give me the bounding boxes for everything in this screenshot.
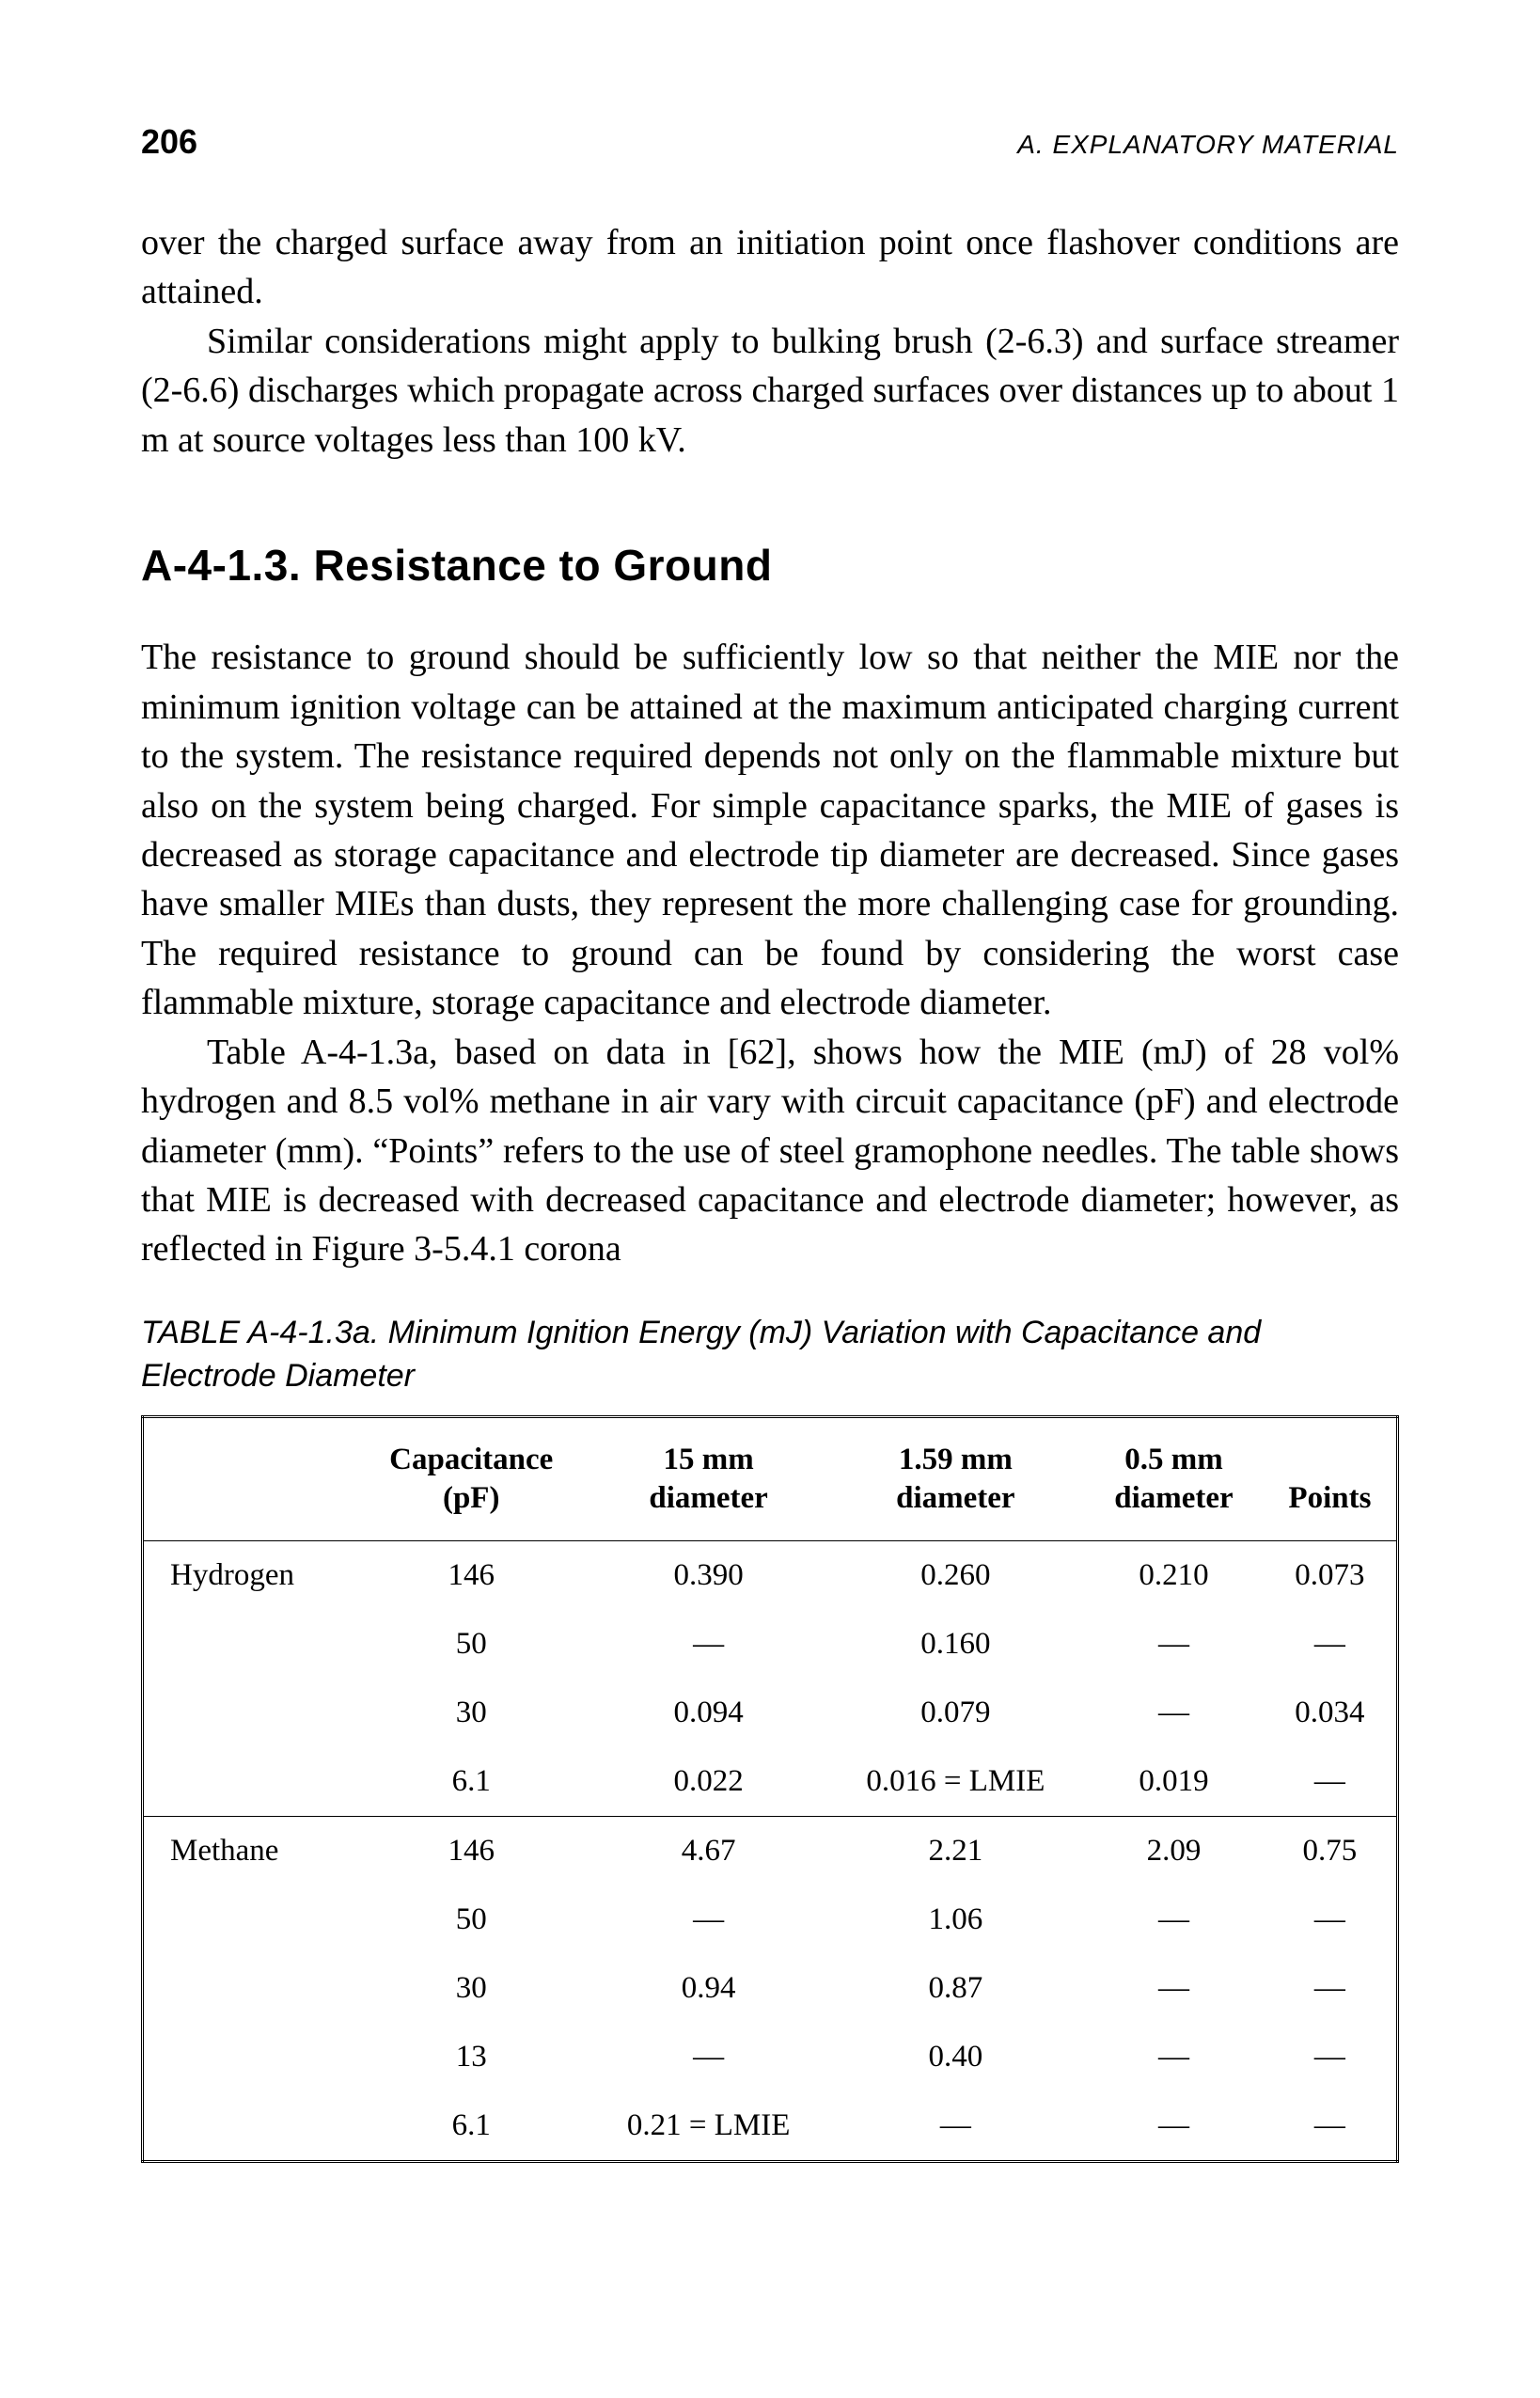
table-cell: 146 bbox=[353, 1541, 590, 1611]
body-text-block-2: The resistance to ground should be suffi… bbox=[141, 633, 1399, 1274]
table-row: 300.940.87—— bbox=[143, 1954, 1398, 2023]
table-cell: 13 bbox=[353, 2023, 590, 2091]
col-header-line: 0.5 mm bbox=[1124, 1443, 1222, 1476]
table-cell: 0.034 bbox=[1264, 1679, 1398, 1747]
table-cell: 2.21 bbox=[827, 1817, 1085, 1886]
table-caption: TABLE A-4-1.3a. Minimum Ignition Energy … bbox=[141, 1312, 1399, 1398]
table-row: 13—0.40—— bbox=[143, 2023, 1398, 2091]
table-cell: — bbox=[1264, 1610, 1398, 1679]
table-cell: 50 bbox=[353, 1885, 590, 1954]
table-cell: 0.21 = LMIE bbox=[590, 2091, 827, 2162]
table-cell: — bbox=[1264, 2091, 1398, 2162]
table-cell: 0.210 bbox=[1084, 1541, 1264, 1611]
table-cell: 0.87 bbox=[827, 1954, 1085, 2023]
col-header-line: (pF) bbox=[443, 1481, 500, 1515]
table-cell: — bbox=[1084, 1954, 1264, 2023]
table-cell: 0.390 bbox=[590, 1541, 827, 1611]
table-cell: — bbox=[827, 2091, 1085, 2162]
table-cell: 0.94 bbox=[590, 1954, 827, 2023]
table-cell: 4.67 bbox=[590, 1817, 827, 1886]
col-header-15mm: 15 mm diameter bbox=[590, 1416, 827, 1541]
table-cell: 1.06 bbox=[827, 1885, 1085, 1954]
table-cell: 2.09 bbox=[1084, 1817, 1264, 1886]
table-cell bbox=[143, 2023, 353, 2091]
table-cell: — bbox=[1084, 2091, 1264, 2162]
table-row: 6.10.0220.016 = LMIE0.019— bbox=[143, 1747, 1398, 1817]
table-cell: — bbox=[1264, 1954, 1398, 2023]
col-header-points: Points bbox=[1264, 1416, 1398, 1541]
col-header-159mm: 1.59 mm diameter bbox=[827, 1416, 1085, 1541]
table-cell: — bbox=[1264, 1747, 1398, 1817]
table-cell: 50 bbox=[353, 1610, 590, 1679]
col-header-05mm: 0.5 mm diameter bbox=[1084, 1416, 1264, 1541]
col-header-capacitance: Capacitance (pF) bbox=[353, 1416, 590, 1541]
paragraph: Similar considerations might apply to bu… bbox=[141, 317, 1399, 465]
table-cell: — bbox=[1084, 2023, 1264, 2091]
page: 206 A. EXPLANATORY MATERIAL over the cha… bbox=[0, 0, 1540, 2398]
table-cell: 146 bbox=[353, 1817, 590, 1886]
table-cell bbox=[143, 1954, 353, 2023]
paragraph: Table A-4-1.3a, based on data in [62], s… bbox=[141, 1028, 1399, 1274]
col-header-line: 1.59 mm bbox=[899, 1443, 1013, 1476]
col-header-line: diameter bbox=[896, 1481, 1014, 1515]
table-row: 6.10.21 = LMIE——— bbox=[143, 2091, 1398, 2162]
table-cell: 30 bbox=[353, 1954, 590, 2023]
table-cell: Methane bbox=[143, 1817, 353, 1886]
table-cell: — bbox=[1264, 2023, 1398, 2091]
table-cell: — bbox=[590, 1610, 827, 1679]
table-cell: — bbox=[1084, 1610, 1264, 1679]
table-cell bbox=[143, 1610, 353, 1679]
table-cell: 0.094 bbox=[590, 1679, 827, 1747]
col-header-line: 15 mm bbox=[664, 1443, 754, 1476]
col-header-blank bbox=[143, 1416, 353, 1541]
table-cell: 0.75 bbox=[1264, 1817, 1398, 1886]
table-cell: 0.160 bbox=[827, 1610, 1085, 1679]
col-header-line: Capacitance bbox=[389, 1443, 553, 1476]
running-head: 206 A. EXPLANATORY MATERIAL bbox=[141, 122, 1399, 162]
table-cell: 0.019 bbox=[1084, 1747, 1264, 1817]
table-row: Hydrogen1460.3900.2600.2100.073 bbox=[143, 1541, 1398, 1611]
table-cell: 0.016 = LMIE bbox=[827, 1747, 1085, 1817]
table-row: 50—1.06—— bbox=[143, 1885, 1398, 1954]
table-cell: 0.022 bbox=[590, 1747, 827, 1817]
table-cell: 0.40 bbox=[827, 2023, 1085, 2091]
paragraph-continuation: over the charged surface away from an in… bbox=[141, 218, 1399, 317]
table-body: Hydrogen1460.3900.2600.2100.07350—0.160—… bbox=[143, 1541, 1398, 2162]
table-cell bbox=[143, 1885, 353, 1954]
table-cell bbox=[143, 1679, 353, 1747]
data-table: Capacitance (pF) 15 mm diameter 1.59 mm … bbox=[141, 1415, 1399, 2164]
paragraph: The resistance to ground should be suffi… bbox=[141, 633, 1399, 1028]
table-cell: — bbox=[590, 1885, 827, 1954]
table-header-row: Capacitance (pF) 15 mm diameter 1.59 mm … bbox=[143, 1416, 1398, 1541]
table-cell: 0.260 bbox=[827, 1541, 1085, 1611]
table-cell bbox=[143, 2091, 353, 2162]
page-number: 206 bbox=[141, 122, 197, 162]
table-cell: 30 bbox=[353, 1679, 590, 1747]
table-cell: 0.079 bbox=[827, 1679, 1085, 1747]
table-cell: — bbox=[1084, 1885, 1264, 1954]
table-cell: Hydrogen bbox=[143, 1541, 353, 1611]
table-cell: 6.1 bbox=[353, 2091, 590, 2162]
table-cell: 0.073 bbox=[1264, 1541, 1398, 1611]
table-cell: — bbox=[590, 2023, 827, 2091]
table-cell bbox=[143, 1747, 353, 1817]
table-row: Methane1464.672.212.090.75 bbox=[143, 1817, 1398, 1886]
body-text-block-1: over the charged surface away from an in… bbox=[141, 218, 1399, 465]
table-cell: — bbox=[1264, 1885, 1398, 1954]
col-header-line: diameter bbox=[649, 1481, 767, 1515]
table-row: 300.0940.079—0.034 bbox=[143, 1679, 1398, 1747]
col-header-line: diameter bbox=[1114, 1481, 1233, 1515]
table-row: 50—0.160—— bbox=[143, 1610, 1398, 1679]
table-cell: 6.1 bbox=[353, 1747, 590, 1817]
table-cell: — bbox=[1084, 1679, 1264, 1747]
section-heading: A-4-1.3. Resistance to Ground bbox=[141, 540, 1399, 591]
running-title: A. EXPLANATORY MATERIAL bbox=[1017, 130, 1399, 160]
